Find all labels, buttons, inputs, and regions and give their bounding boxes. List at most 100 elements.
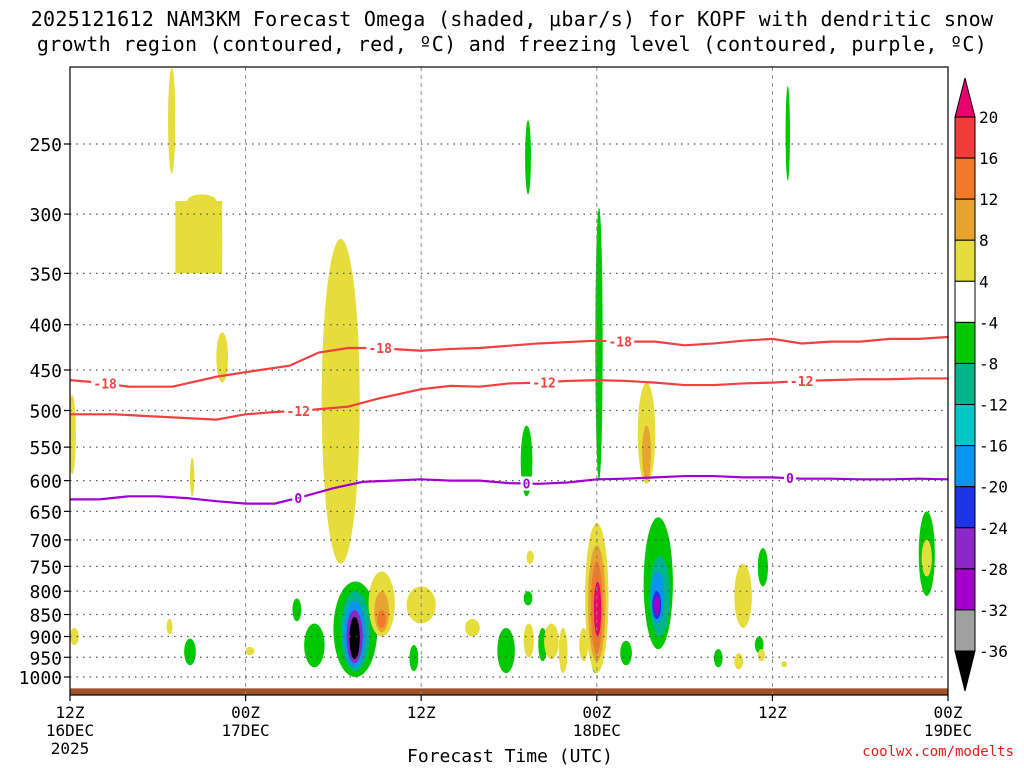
- omega-shade-40: [593, 581, 602, 637]
- colorbar-bin-13: [954, 609, 976, 652]
- omega-shade-48: [653, 595, 660, 615]
- contour-label-bg: [606, 334, 635, 349]
- contour-label--18: -18: [608, 335, 632, 350]
- x-tick-label: 12Z: [407, 703, 436, 722]
- x-tick-label: 00Z: [231, 703, 260, 722]
- omega-shade-11: [292, 598, 302, 622]
- y-tick-label: 700: [29, 531, 62, 552]
- colorbar: 20 16 12 8 4 -4 -8 -12 -16 -20 -24 -28 -32 -36: [954, 77, 1008, 692]
- omega-shade-32: [544, 623, 559, 660]
- credit-text: coolwx.com/modelts: [862, 744, 1014, 760]
- x-tick-label: 12Z: [56, 703, 85, 722]
- contour-label-bg: [366, 341, 395, 356]
- colorbar-label: 12: [979, 190, 998, 209]
- colorbar-label: -28: [979, 560, 1008, 579]
- x-axis-label: Forecast Time (UTC): [407, 746, 613, 767]
- contour-label--12: -12: [532, 376, 555, 391]
- omega-shade-26: [523, 623, 534, 658]
- omega-shade-43: [642, 425, 651, 481]
- contour-label-bg: [284, 403, 313, 418]
- colorbar-label: -8: [979, 354, 998, 373]
- omega-shade-23: [409, 644, 419, 672]
- axes-layer: 2503003504004505005506006507007508008509…: [19, 66, 972, 758]
- omega-shade-33: [558, 627, 568, 674]
- colorbar-bin-6: [954, 321, 976, 364]
- colorbar-top-arrow: [954, 77, 976, 118]
- x-tick-label: 16DEC: [46, 721, 94, 740]
- colorbar-label: 16: [979, 149, 998, 168]
- omega-shade-5: [210, 220, 223, 268]
- omega-shade-24: [465, 619, 480, 637]
- ground-layer: [70, 688, 948, 695]
- x-tick-label: 19DEC: [924, 721, 972, 740]
- colorbar-bin-11: [954, 527, 976, 570]
- contour-label--12: -12: [287, 405, 310, 420]
- omega-shade-54: [757, 649, 766, 662]
- x-tick-label: 00Z: [934, 703, 963, 722]
- contour-label-bg: [787, 373, 816, 388]
- omega-shade-9: [70, 627, 79, 645]
- omega-shade-55: [781, 661, 788, 668]
- omega-shade-30: [525, 120, 531, 195]
- omega-shade-50: [713, 649, 723, 668]
- contour-label--18: -18: [93, 377, 117, 392]
- chart-title-line-2: growth region (contoured, red, ºC) and f…: [36, 32, 988, 56]
- y-tick-label: 500: [29, 402, 62, 423]
- contour-layer: -18 -18 -18 -12 -12 -12 0 0 0: [70, 334, 948, 507]
- contour-label-bg: [530, 375, 559, 390]
- omega-shade-52: [757, 548, 769, 587]
- contour-label-0: 0: [294, 492, 302, 507]
- y-tick-label: 600: [29, 472, 62, 493]
- contour-label-0: 0: [523, 478, 531, 493]
- omega-shade-12: [184, 638, 196, 666]
- contour-label-bg: [520, 476, 533, 491]
- omega-shade-28: [526, 550, 534, 564]
- omega-shade-0: [168, 67, 176, 174]
- x-tick-label: 12Z: [758, 703, 787, 722]
- colorbar-bin-4: [954, 239, 976, 282]
- contour-label-0: 0: [786, 472, 794, 487]
- y-tick-label: 750: [29, 557, 62, 578]
- contour--12: [70, 377, 948, 421]
- y-tick-label: 300: [29, 205, 62, 226]
- y-tick-label: 400: [29, 316, 62, 337]
- contour-label--18: -18: [368, 342, 392, 357]
- contour--18: [70, 335, 948, 388]
- colorbar-label: 8: [979, 231, 989, 250]
- omega-shade-22: [377, 609, 387, 628]
- colorbar-bin-7: [954, 362, 976, 406]
- omega-shade-53: [754, 636, 764, 654]
- colorbar-bottom-arrow: [954, 650, 976, 692]
- colorbar-bin-3: [954, 198, 976, 241]
- y-tick-label: 450: [29, 361, 62, 382]
- colorbar-label: 4: [979, 272, 989, 291]
- omega-shade-18: [304, 623, 325, 668]
- omega-shade-41: [620, 640, 632, 666]
- omega-shade-34: [579, 627, 589, 662]
- y-tick-label: 850: [29, 606, 62, 627]
- omega-shade-56: [785, 86, 790, 181]
- colorbar-bin-10: [954, 486, 976, 529]
- omega-shade-25: [497, 627, 515, 674]
- y-tick-label: 550: [29, 438, 62, 459]
- ground-fill: [70, 688, 948, 695]
- x-tick-label: 2025: [51, 739, 90, 758]
- contour-0: [70, 474, 948, 505]
- contour-label-bg: [91, 376, 120, 391]
- y-tick-label: 1000: [19, 668, 62, 689]
- omega-shade-4: [189, 457, 195, 497]
- omega-shade-58: [921, 539, 932, 577]
- x-tick-label: 18DEC: [573, 721, 621, 740]
- y-tick-label: 650: [29, 502, 62, 523]
- colorbar-label: -36: [979, 642, 1008, 661]
- colorbar-label: -12: [979, 396, 1008, 415]
- contour-label-bg: [783, 471, 796, 486]
- omega-shade-51: [734, 653, 744, 670]
- colorbar-label: -4: [979, 313, 998, 332]
- plot-frame: [69, 66, 949, 696]
- colorbar-label: 20: [979, 108, 998, 127]
- colorbar-label: -24: [979, 519, 1008, 538]
- y-tick-label: 250: [29, 135, 62, 156]
- y-tick-label: 350: [29, 264, 62, 285]
